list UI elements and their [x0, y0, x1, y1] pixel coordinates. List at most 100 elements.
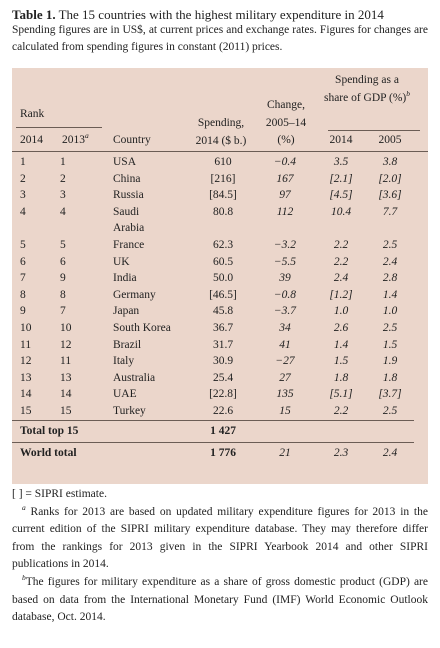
change-cell: 167 — [276, 172, 294, 185]
rank-header: Rank — [20, 108, 45, 120]
gdp-2014-cell: 2.4 — [333, 272, 349, 285]
rule — [328, 130, 420, 131]
row: 9 7 Japan 45.8 −3.7 1.0 1.0 — [12, 303, 414, 320]
gdp-2005-cell: [2.0] — [378, 172, 402, 185]
rank-2013-cell: 2 — [60, 172, 66, 185]
gdp-2014-cell: 2.3 — [333, 447, 349, 459]
rank-2014-cell: 2 — [20, 172, 26, 185]
spending-cell: 610 — [214, 156, 232, 168]
gdp-2014-cell: [4.5] — [329, 189, 353, 202]
rank-2014-header: 2014 — [20, 134, 43, 146]
table-label: Table 1. — [12, 7, 56, 22]
rank-2014-cell: 14 — [20, 388, 32, 401]
spending-cell: 1 776 — [210, 447, 236, 459]
row: 7 9 India 50.0 39 2.4 2.8 — [12, 270, 414, 287]
gdp-2005-cell: [3.6] — [378, 189, 402, 202]
gdp-2005-cell: 2.8 — [382, 272, 398, 285]
country-cell: Saudi Arabia — [113, 205, 145, 235]
row: 4 4 Saudi Arabia 80.8 112 10.4 7.7 — [12, 204, 414, 237]
spending-cell: 22.6 — [212, 404, 234, 417]
note-text: The figures for military expenditure as … — [12, 575, 428, 624]
change-cell: 97 — [279, 189, 291, 202]
gdp-2014-cell: [2.1] — [329, 172, 353, 185]
rank-2013-cell: 1 — [60, 156, 66, 168]
table-body: 1 1 USA 610 −0.4 3.5 3.8 2 2 China [216] 167 [2.1] [2… — [12, 154, 414, 465]
note-text: Ranks for 2013 are based on updated mili… — [12, 505, 428, 571]
country-header: Country — [113, 134, 151, 146]
spending-cell: 50.0 — [212, 272, 234, 285]
gdp-2005-cell: 2.5 — [382, 238, 398, 251]
gdp-2014-cell: 1.0 — [333, 305, 349, 318]
rows: 1 1 USA 610 −0.4 3.5 3.8 2 2 China [216] 167 [2.1] [2… — [12, 154, 414, 465]
gdp-2014-cell: 10.4 — [330, 205, 352, 218]
change-cell: 15 — [279, 404, 291, 417]
rank-2014-cell: 9 — [20, 305, 26, 318]
gdp-2014-header: 2014 — [329, 134, 353, 146]
change-header: Change, 2005–14 (%) — [265, 99, 307, 146]
total-row: World total 1 776 21 2.3 2.4 — [12, 442, 414, 465]
total-label: Total top 15 — [20, 424, 79, 437]
spending-cell: 45.8 — [212, 305, 234, 318]
spending-cell: 80.8 — [212, 205, 234, 218]
note: a Ranks for 2013 are based on updated mi… — [12, 504, 428, 574]
gdp-2005-cell: [3.7] — [378, 388, 402, 401]
rank-2013-cell: 4 — [60, 205, 66, 218]
rank-2013-cell: 6 — [60, 255, 66, 268]
country-cell: China — [113, 172, 141, 185]
country-cell: Turkey — [113, 404, 146, 417]
row: 3 3 Russia [84.5] 97 [4.5] [3.6] — [12, 187, 414, 204]
rule — [12, 151, 428, 152]
spending-cell: 60.5 — [212, 255, 234, 268]
country-cell: Australia — [113, 371, 156, 384]
spending-cell: 25.4 — [212, 371, 234, 384]
gdp-2014-cell: [5.1] — [329, 388, 353, 401]
country-cell: Germany — [113, 288, 156, 301]
rank-2013-cell: 8 — [60, 288, 66, 301]
change-cell: −5.5 — [273, 255, 297, 268]
footnote-marker: a — [85, 131, 89, 141]
rank-2014-cell: 1 — [20, 156, 26, 168]
notes: [ ] = SIPRI estimate. a Ranks for 2013 a… — [12, 486, 428, 627]
rank-2014-cell: 12 — [20, 355, 32, 368]
change-cell: 27 — [279, 371, 291, 384]
spending-cell: [216] — [210, 172, 236, 185]
gdp-2005-cell: 2.5 — [382, 321, 398, 334]
country-cell: France — [113, 238, 145, 251]
gdp-2005-cell: 2.4 — [382, 447, 398, 459]
gdp-2014-cell: [1.2] — [329, 288, 353, 301]
total-row: Total top 15 1 427 — [12, 420, 414, 443]
gdp-2005-cell: 1.9 — [382, 355, 398, 368]
gdp-2014-cell: 1.8 — [333, 371, 349, 384]
rank-2013-header: 2013a — [62, 132, 89, 150]
row: 1 1 USA 610 −0.4 3.5 3.8 — [12, 154, 414, 171]
footnote-marker: a — [22, 502, 26, 512]
rank-2013-cell: 3 — [60, 189, 66, 202]
gdp-2005-cell — [366, 420, 414, 443]
rank-2014-cell: 3 — [20, 189, 26, 202]
subtitle: Spending figures are in US$, at current … — [12, 24, 428, 53]
gdp-2014-cell — [316, 420, 366, 443]
rank-2013-cell: 7 — [60, 305, 66, 318]
gdp-2005-cell: 1.5 — [382, 338, 398, 351]
country-cell: India — [113, 272, 137, 285]
rank-2013-cell: 10 — [60, 321, 72, 334]
row: 13 13 Australia 25.4 27 1.8 1.8 — [12, 370, 414, 387]
gdp-2005-header: 2005 — [378, 134, 402, 146]
row: 12 11 Italy 30.9 −27 1.5 1.9 — [12, 353, 414, 370]
change-cell: 135 — [276, 388, 294, 401]
row: 2 2 China [216] 167 [2.1] [2.0] — [12, 171, 414, 188]
row: 14 14 UAE [22.8] 135 [5.1] [3.7] — [12, 386, 414, 403]
change-cell — [254, 420, 316, 443]
gdp-2014-cell: 2.2 — [333, 404, 349, 417]
rank-2014-cell: 8 — [20, 288, 26, 301]
header-text: 2013 — [62, 134, 85, 146]
gdp-2005-cell: 1.4 — [382, 288, 398, 301]
rank-2014-cell: 15 — [20, 404, 32, 417]
row: 8 8 Germany [46.5] −0.8 [1.2] 1.4 — [12, 287, 414, 304]
gdp-2014-cell: 1.4 — [333, 338, 349, 351]
footnote-marker: b — [406, 88, 411, 98]
title: Table 1. The 15 countries with the highes… — [12, 6, 432, 24]
